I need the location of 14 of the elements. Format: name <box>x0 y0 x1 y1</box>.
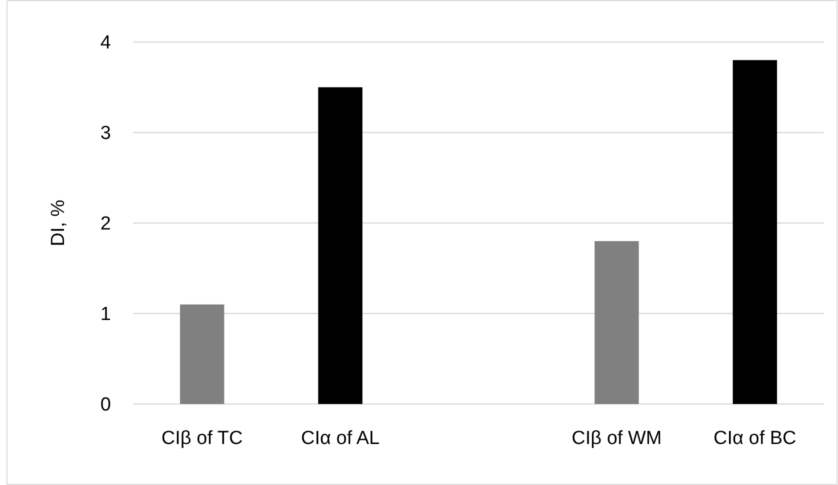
y-tick-label: 3 <box>100 123 111 144</box>
y-tick-label: 2 <box>100 214 111 235</box>
y-tick-label: 0 <box>100 394 111 416</box>
x-tick-label: CIβ of WM <box>572 428 662 449</box>
bar <box>732 60 778 404</box>
bar <box>318 87 362 404</box>
y-tick-label: 4 <box>100 32 112 54</box>
bar <box>180 304 224 404</box>
y-tick-label: 1 <box>100 304 111 326</box>
x-tick-label: CIα of AL <box>301 428 380 449</box>
bar <box>594 241 639 404</box>
x-tick-label: CIα of BC <box>714 428 796 449</box>
y-axis-title: DI, % <box>48 200 69 246</box>
x-tick-label: CIβ of TC <box>161 428 243 449</box>
